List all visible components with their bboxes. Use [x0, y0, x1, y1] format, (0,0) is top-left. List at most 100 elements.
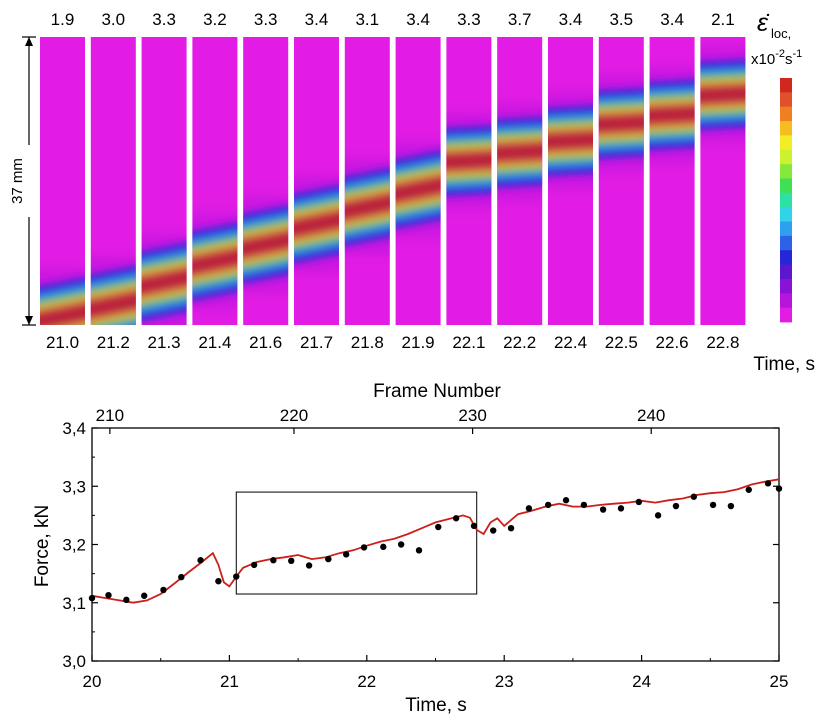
strain-map-3: [141, 37, 187, 325]
peak-value-label: 3.5: [609, 10, 633, 29]
strain-map-14: [700, 37, 746, 325]
data-point: [288, 557, 295, 565]
map-time-label: 21.4: [198, 333, 231, 352]
strain-map-7: [344, 37, 390, 325]
peak-value-label: 3.3: [152, 10, 176, 29]
data-point: [160, 586, 167, 594]
data-point: [709, 501, 717, 509]
colorbar-segment: [780, 250, 792, 265]
plot-area: [91, 427, 780, 662]
map-time-label: 21.0: [46, 333, 79, 352]
top-axis-label: Frame Number: [373, 381, 501, 402]
y-tick-label: 3,4: [62, 419, 86, 438]
colorbar-segment: [780, 135, 792, 151]
colorbar-segment: [780, 235, 792, 251]
strain-map-13: [649, 37, 695, 325]
map-time-label: 21.7: [300, 333, 333, 352]
colorbar: ε̇ loc, x10-2s-1: [751, 9, 802, 323]
peak-value-label: 1.9: [51, 10, 75, 29]
colorbar-segment: [780, 221, 792, 237]
colorbar-segment: [780, 121, 792, 136]
peak-value-label: 3.1: [355, 10, 379, 29]
colorbar-segment: [780, 192, 792, 208]
top-tick-label: 220: [280, 406, 308, 425]
frame-points: [88, 480, 783, 604]
data-point: [727, 502, 735, 510]
data-point: [599, 506, 607, 513]
top-tick-label: 230: [458, 406, 486, 425]
strain-map-4: [192, 37, 238, 325]
peak-value-label: 2.1: [711, 10, 735, 29]
map-time-label: 22.4: [554, 333, 587, 352]
x-tick-label: 23: [495, 672, 514, 691]
data-point: [197, 557, 204, 564]
data-point: [580, 501, 588, 509]
peak-value-label: 3.0: [101, 10, 125, 29]
data-point: [305, 562, 313, 569]
length-scale-bar: 37 mm: [6, 36, 36, 326]
data-point: [490, 527, 497, 534]
peak-value-label: 3.4: [559, 10, 583, 29]
colorbar-segment: [780, 293, 792, 309]
colorbar-segment: [780, 106, 792, 122]
strain-map-10: [497, 37, 543, 325]
y-tick-label: 3,3: [62, 477, 86, 496]
data-point: [270, 557, 277, 564]
peak-value-label: 3.4: [406, 10, 430, 29]
x-axis-label: Time, s: [405, 695, 467, 716]
data-point: [233, 573, 240, 580]
y-tick-label: 3,2: [62, 536, 86, 555]
colorbar-segment: [780, 278, 792, 294]
data-point: [635, 498, 643, 506]
data-point: [178, 573, 185, 581]
data-point: [654, 512, 662, 519]
peak-value-label: 3.4: [660, 10, 684, 29]
peak-value-label: 3.7: [508, 10, 532, 29]
colorbar-segment: [780, 149, 792, 165]
length-label: 37 mm: [9, 158, 26, 204]
map-time-label: 21.6: [249, 333, 282, 352]
strain-map-9: [446, 37, 492, 325]
data-point: [250, 561, 258, 569]
axes: 20 21 22 23 24 25 3,0 3,1 3,2 3,3 3,4 210 220 230 240: [62, 406, 788, 691]
colorbar-units: x10-2s-1: [751, 48, 802, 68]
data-point: [215, 577, 222, 585]
data-point: [470, 522, 478, 530]
x-tick-label: 20: [83, 672, 102, 691]
map-time-label: 21.9: [402, 333, 435, 352]
colorbar-segment: [780, 92, 792, 108]
colorbar-segment: [780, 307, 792, 323]
data-point: [123, 596, 130, 604]
data-point: [415, 547, 423, 554]
strain-map-2: [90, 37, 136, 325]
data-point: [360, 544, 368, 551]
y-tick-label: 3,1: [62, 594, 86, 613]
x-tick-label: 25: [770, 672, 789, 691]
data-point: [672, 502, 680, 510]
map-time-label: 22.5: [605, 333, 638, 352]
data-point: [525, 505, 533, 512]
colorbar-segment: [780, 164, 792, 179]
data-point: [342, 551, 350, 558]
map-time-axis-label: Time, s: [753, 354, 815, 375]
data-point: [745, 486, 752, 493]
y-axis-label: Force, kN: [32, 505, 53, 587]
data-point: [764, 480, 772, 487]
strain-map-1: [40, 37, 85, 325]
strain-rate-maps: [40, 37, 746, 325]
peak-value-label: 3.3: [254, 10, 278, 29]
data-point: [435, 523, 442, 531]
map-time-labels: 21.0 21.2 21.3 21.4 21.6 21.7 21.8 21.9 22.1 22.2…: [46, 333, 739, 352]
colorbar-segment: [780, 78, 792, 93]
data-point: [507, 524, 515, 532]
strain-map-5: [243, 37, 289, 325]
colorbar-segment: [780, 178, 792, 194]
data-point: [397, 541, 405, 548]
data-point: [562, 497, 570, 504]
strain-map-8: [395, 37, 441, 325]
strain-peak-values: 1.9 3.0 3.3 3.2 3.3 3.4 3.1 3.4 3.3 3.7 3.4 3.5 3.4 2…: [51, 10, 735, 29]
strain-map-12: [598, 37, 644, 325]
top-tick-label: 210: [96, 406, 124, 425]
colorbar-segment: [780, 207, 792, 222]
